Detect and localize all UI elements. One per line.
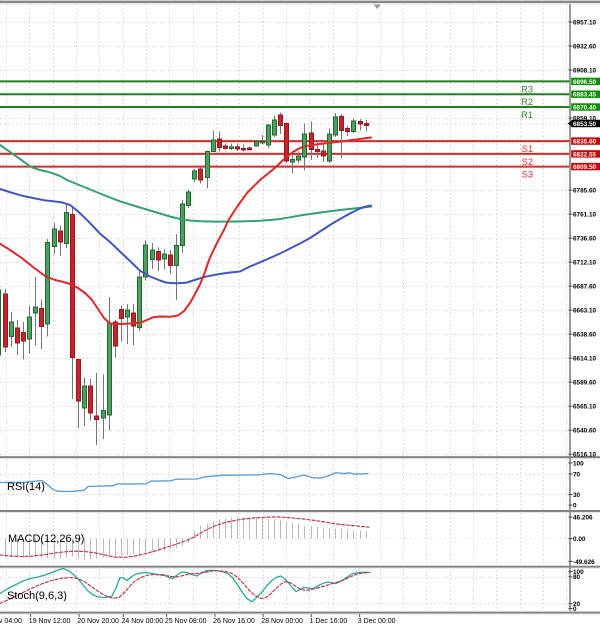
svg-text:6785.60: 6785.60 [573,188,597,195]
svg-text:80: 80 [573,574,581,581]
svg-text:24 Nov 00:00: 24 Nov 00:00 [122,618,164,625]
svg-text:6809.50: 6809.50 [573,164,597,171]
svg-text:-49.626: -49.626 [573,559,595,566]
svg-text:R2: R2 [521,97,533,107]
svg-text:6663.10: 6663.10 [573,308,597,315]
svg-text:6896.50: 6896.50 [573,79,597,86]
svg-text:R1: R1 [521,110,533,120]
svg-text:6957.10: 6957.10 [573,19,597,26]
svg-text:6712.10: 6712.10 [573,260,597,267]
svg-text:Stoch(9,6,3): Stoch(9,6,3) [7,590,67,602]
svg-text:6638.60: 6638.60 [573,332,597,339]
svg-text:0.00: 0.00 [573,536,586,543]
svg-text:RSI(14): RSI(14) [7,481,45,493]
svg-text:S1: S1 [522,144,533,154]
svg-text:6822.55: 6822.55 [573,151,597,158]
svg-text:100: 100 [573,569,584,576]
svg-text:0: 0 [573,503,577,510]
svg-text:28 Nov 00:00: 28 Nov 00:00 [261,618,303,625]
svg-text:S3: S3 [522,170,533,180]
svg-text:26 Nov 16:00: 26 Nov 16:00 [213,618,255,625]
svg-text:6883.45: 6883.45 [573,92,597,99]
svg-text:6614.10: 6614.10 [573,356,597,363]
svg-text:6687.60: 6687.60 [573,284,597,291]
svg-text:3 Dec 00:00: 3 Dec 00:00 [358,618,396,625]
svg-text:0: 0 [573,606,577,613]
svg-text:6736.60: 6736.60 [573,236,597,243]
svg-text:70: 70 [573,471,581,478]
svg-text:6932.60: 6932.60 [573,43,597,50]
svg-text:6589.60: 6589.60 [573,380,597,387]
svg-text:25 Nov 08:00: 25 Nov 08:00 [165,618,207,625]
svg-text:S2: S2 [522,157,533,167]
svg-text:MACD(12,26,9): MACD(12,26,9) [8,533,84,545]
svg-text:30: 30 [573,492,581,499]
svg-text:6908.10: 6908.10 [573,67,597,74]
svg-text:100: 100 [573,460,584,467]
svg-text:46.206: 46.206 [573,515,593,522]
svg-text:20: 20 [573,601,581,608]
svg-text:6540.60: 6540.60 [573,428,597,435]
svg-text:19 Nov 12:00: 19 Nov 12:00 [29,618,71,625]
svg-text:1 Dec 16:00: 1 Dec 16:00 [310,618,348,625]
svg-text:18 Nov 04:00: 18 Nov 04:00 [0,618,22,625]
svg-text:6859.10: 6859.10 [573,115,597,122]
svg-text:6835.60: 6835.60 [573,139,597,146]
svg-text:20 Nov 20:00: 20 Nov 20:00 [77,618,119,625]
svg-text:R3: R3 [521,84,533,94]
svg-text:6565.10: 6565.10 [573,404,597,411]
svg-text:6516.10: 6516.10 [573,452,597,459]
svg-text:6761.10: 6761.10 [573,212,597,219]
svg-text:6853.50: 6853.50 [573,121,597,128]
svg-text:6870.40: 6870.40 [573,104,597,111]
